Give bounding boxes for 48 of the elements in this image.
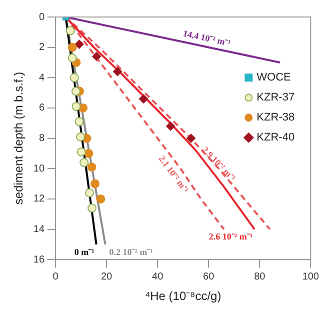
point (84, 188, 94, 198)
point (74, 40, 84, 49)
point (68, 42, 77, 52)
legend-label: WOCE (256, 72, 291, 84)
x-tick-label: 20 (100, 271, 113, 282)
y-tick-label: 14 (33, 224, 45, 236)
x-axis-title: ⁴He (10⁻⁸cc/g) (144, 289, 222, 304)
point (72, 102, 81, 111)
y-tick-label: 16 (33, 254, 45, 266)
legend-label: KZR-37 (256, 92, 295, 104)
series-label: 0 m⁻¹ (74, 246, 95, 257)
y-tick-label: 6 (38, 102, 45, 114)
point (113, 67, 122, 76)
x-tick-label: 80 (254, 271, 266, 282)
point (90, 179, 100, 188)
text: 2.1 10⁻² m⁻¹ (156, 154, 191, 195)
x-tick-label: 40 (152, 271, 164, 282)
point (76, 147, 86, 156)
y-tick-label: 0 (38, 12, 45, 23)
point (186, 134, 196, 143)
point (80, 158, 89, 168)
point (74, 117, 84, 126)
point (66, 26, 75, 36)
legend-label: KZR-38 (256, 112, 295, 124)
legend-label: KZR-40 (256, 132, 295, 144)
series-label: 0.2 10⁻² m⁻¹ (109, 246, 154, 257)
point (68, 53, 77, 62)
point (87, 162, 96, 172)
text: 14.4 10⁻² m⁻¹ (182, 28, 232, 48)
y-tick-label: 8 (38, 133, 45, 144)
y-axis-title: sediment depth (m b.s.f.) (12, 72, 26, 205)
y-tick-label: 12 (33, 194, 45, 205)
point (76, 132, 86, 142)
point (88, 204, 97, 213)
x-tick-label: 100 (302, 271, 320, 282)
y-tick-label: 2 (38, 42, 45, 54)
x-tick-label: 60 (203, 271, 215, 282)
point (92, 52, 102, 61)
point (71, 86, 80, 96)
point (84, 148, 94, 158)
point (166, 122, 176, 131)
y-tick-label: 4 (38, 72, 45, 84)
series-label: 2.6 10⁻² m⁻¹ (208, 232, 253, 242)
x-tick-label: 0 (52, 271, 59, 282)
y-tick-label: 10 (33, 163, 45, 174)
point (139, 94, 148, 104)
point (96, 194, 106, 204)
point (70, 73, 79, 82)
